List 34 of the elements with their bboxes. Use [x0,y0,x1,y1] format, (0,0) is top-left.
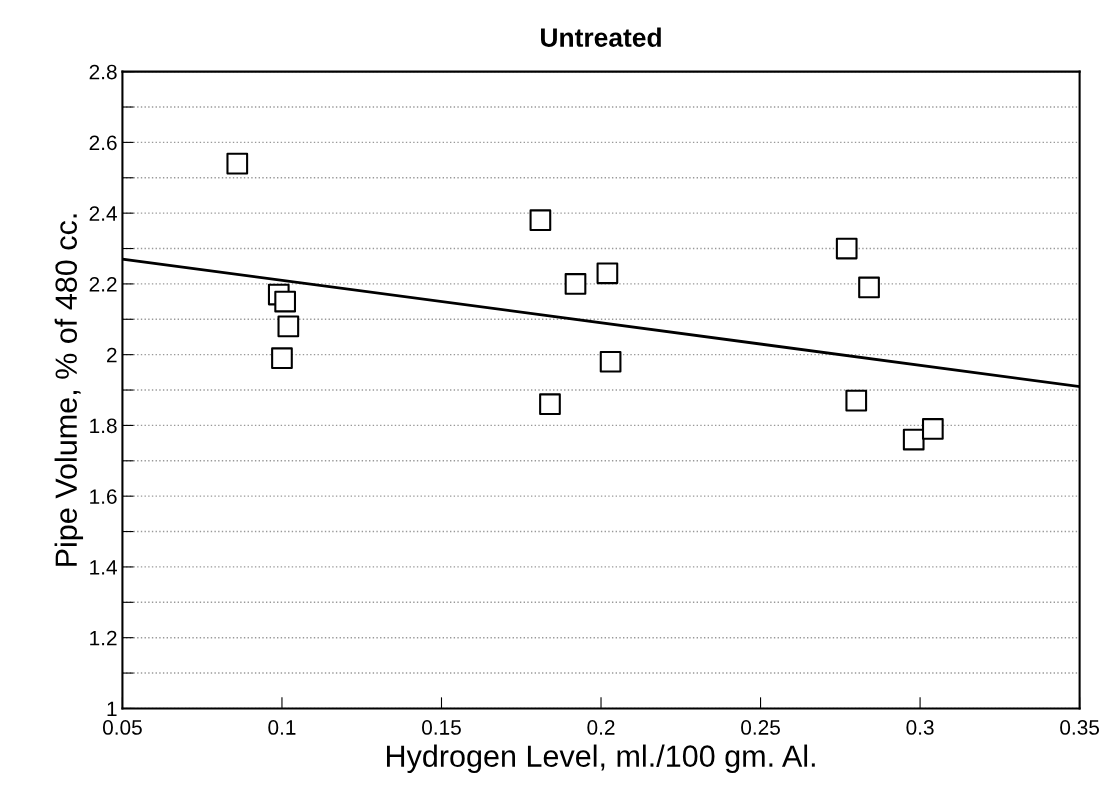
x-tick-label: 0.25 [741,720,780,735]
point [226,152,249,175]
y-tick-label: 1.8 [90,418,117,434]
x-axis-title: Hydrogen Level, ml./100 gm. Al. [386,744,815,774]
x-tick-label: 0.1 [268,720,296,735]
point [274,290,297,313]
chart-title: Untreated [541,27,661,47]
y-tick-label: 1 [107,701,117,716]
point [539,393,561,416]
y-tick-label: 2.4 [89,206,117,221]
point [596,262,619,285]
y-tick-label: 1.2 [90,630,117,646]
x-tick-label: 0.35 [1060,720,1100,735]
point [599,350,622,373]
y-tick-label: 2.8 [89,64,117,80]
y-tick-label: 2.6 [89,135,117,151]
point [564,273,587,295]
y-tick-label: 2 [107,347,117,363]
point [845,389,868,412]
point [271,347,293,370]
y-tick-label: 2.2 [89,276,117,292]
point [902,428,925,451]
y-tick-label: 1.6 [90,489,117,504]
point [277,315,300,338]
x-tick-label: 0.2 [587,720,615,735]
x-tick-label: 0.05 [102,720,142,735]
x-tick-label: 0.3 [906,720,934,735]
point [921,418,944,440]
point [835,237,858,260]
point [858,276,880,299]
x-tick-label: 0.15 [422,720,461,735]
point [529,209,552,232]
y-axis-title: Pipe Volume, % of 480 cc. [54,214,84,566]
y-tick-label: 1.4 [90,560,117,575]
